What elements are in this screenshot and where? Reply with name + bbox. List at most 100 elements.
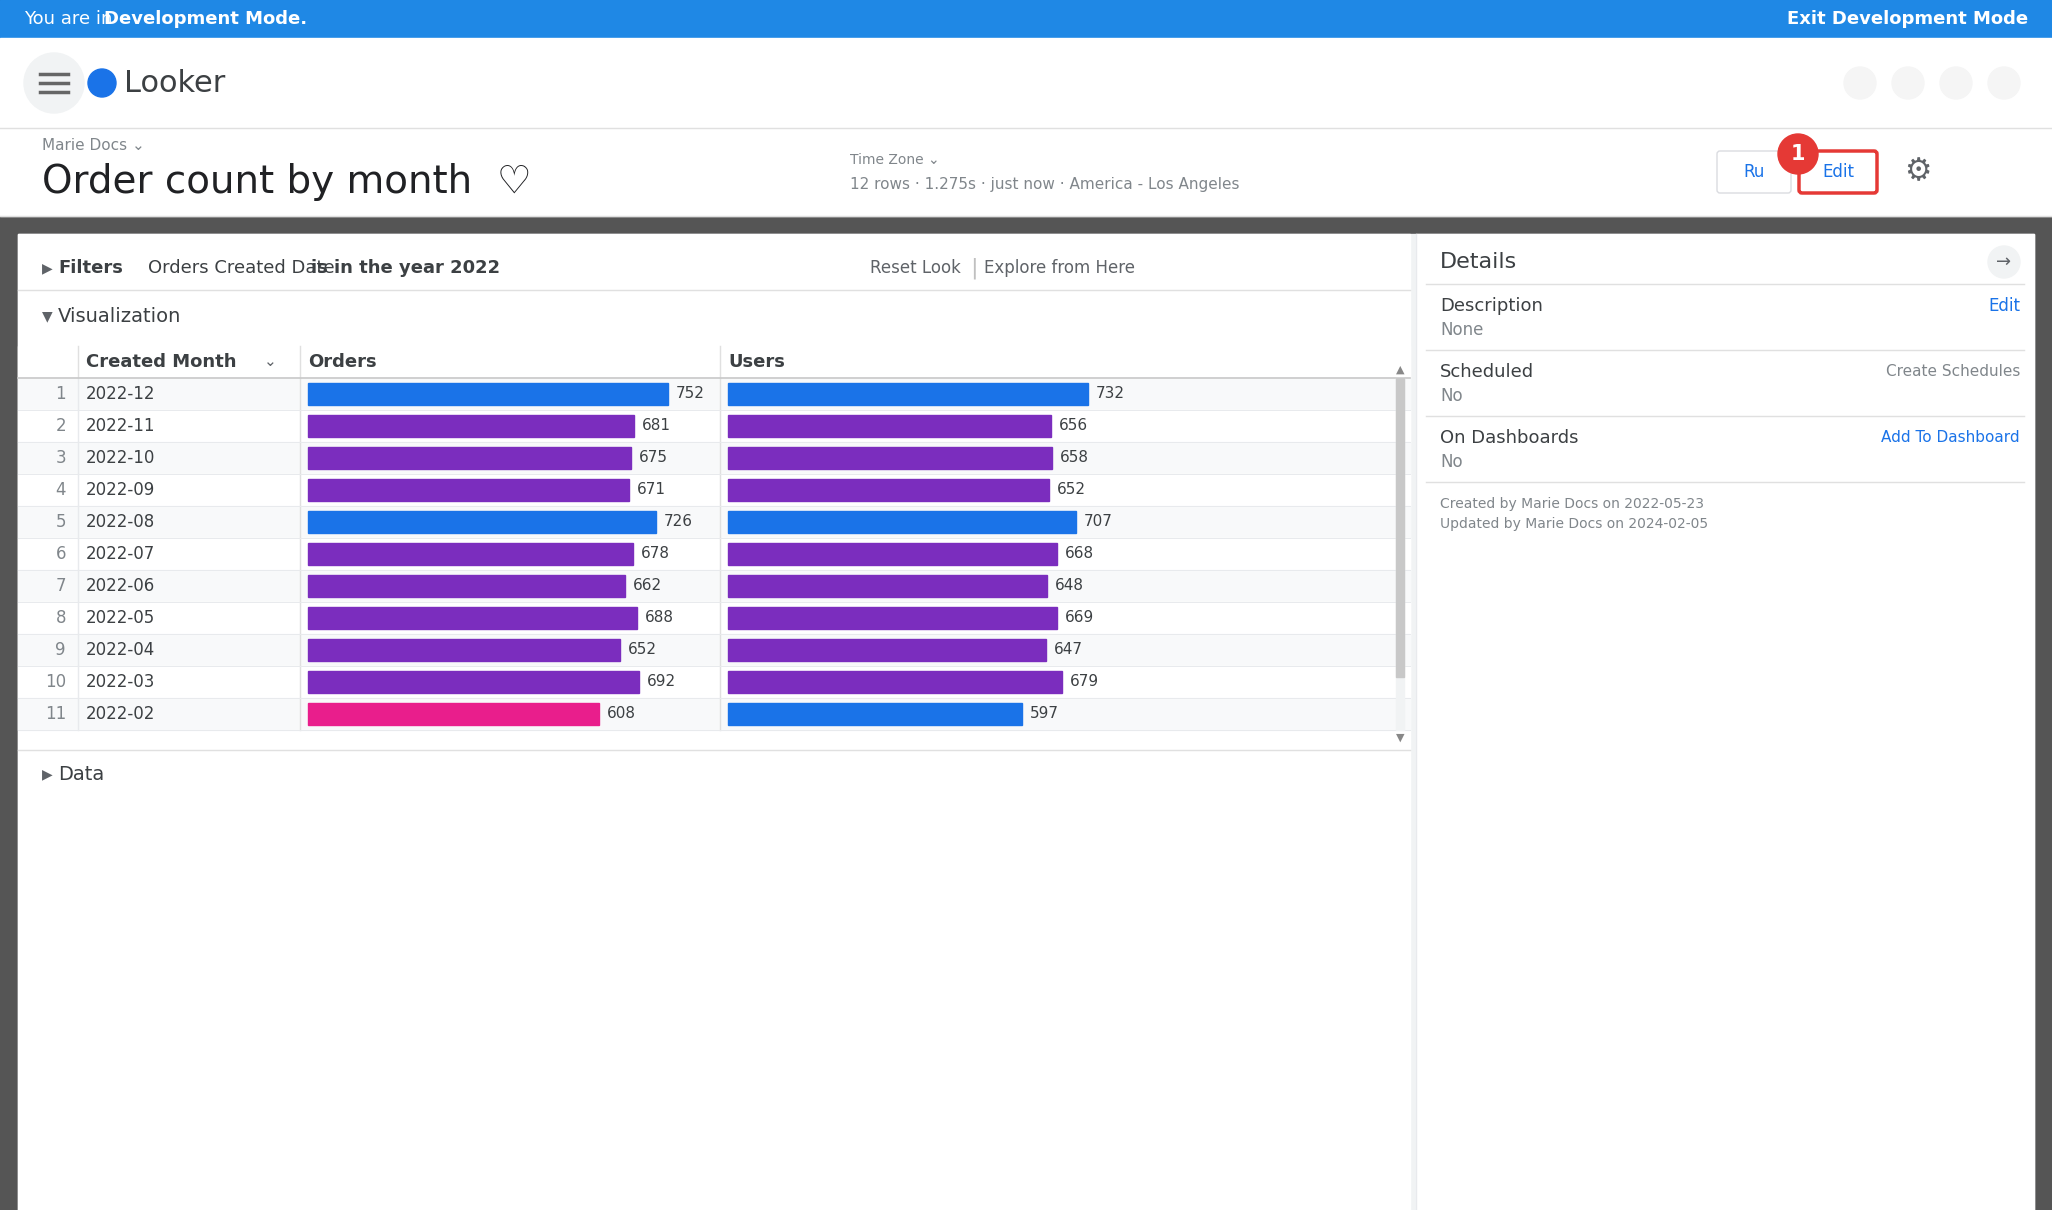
Bar [18,570,1410,603]
Bar [728,575,1047,597]
Text: 648: 648 [1055,578,1083,593]
Text: 681: 681 [642,419,671,433]
Circle shape [1892,67,1925,99]
Text: Filters: Filters [57,259,123,277]
Text: 2022-09: 2022-09 [86,482,156,499]
Text: ▲: ▲ [1395,365,1404,375]
Bar [728,479,1049,501]
Text: ▶: ▶ [41,261,53,275]
Text: ▼: ▼ [41,309,53,323]
Text: is in the year 2022: is in the year 2022 [312,259,501,277]
Bar [0,38,2052,128]
Text: Users: Users [728,353,784,371]
Text: 668: 668 [1065,547,1094,561]
Bar [18,666,1410,698]
Text: On Dashboards: On Dashboards [1441,430,1578,446]
Text: →: → [1997,253,2011,271]
Text: Created Month: Created Month [86,353,236,371]
Text: 692: 692 [646,674,677,690]
Text: 669: 669 [1065,611,1094,626]
Text: 671: 671 [638,483,667,497]
Text: ▼: ▼ [1395,733,1404,743]
Bar [308,511,655,532]
Bar [18,538,1410,570]
Text: 679: 679 [1069,674,1100,690]
Bar [308,672,640,693]
Text: 2022-12: 2022-12 [86,385,156,403]
Text: |: | [971,258,977,278]
Bar [18,506,1410,538]
Text: Create Schedules: Create Schedules [1886,364,2019,380]
Text: 2022-03: 2022-03 [86,673,156,691]
Text: 8: 8 [55,609,66,627]
FancyBboxPatch shape [1718,151,1791,194]
Text: Exit Development Mode: Exit Development Mode [1787,10,2027,28]
Text: 707: 707 [1083,514,1112,530]
Text: 1: 1 [1791,144,1806,165]
Bar [1416,234,2034,1210]
Text: 608: 608 [607,707,636,721]
Text: Edit: Edit [1822,163,1855,182]
Text: 2022-07: 2022-07 [86,544,156,563]
Text: 7: 7 [55,577,66,595]
Text: 6: 6 [55,544,66,563]
Text: 732: 732 [1096,386,1124,402]
Bar [18,442,1410,474]
Text: 9: 9 [55,641,66,659]
Circle shape [1845,67,1876,99]
Bar [1395,378,1404,730]
Text: ⌄: ⌄ [265,355,277,369]
Bar [728,415,1051,437]
Text: Order count by month  ♡: Order count by month ♡ [41,163,531,201]
Text: Reset Look: Reset Look [870,259,960,277]
Text: Created by Marie Docs on 2022-05-23: Created by Marie Docs on 2022-05-23 [1441,497,1703,511]
Text: None: None [1441,321,1484,339]
Text: Orders: Orders [308,353,378,371]
Text: Description: Description [1441,296,1543,315]
Bar [308,446,632,469]
Text: No: No [1441,387,1463,405]
Text: 2022-02: 2022-02 [86,705,156,724]
Text: 675: 675 [638,450,669,466]
Circle shape [25,53,84,113]
Text: You are in: You are in [25,10,119,28]
Text: 688: 688 [646,611,675,626]
Bar [728,384,1088,405]
Circle shape [1988,246,2019,278]
Bar [308,384,669,405]
Text: 12 rows · 1.275s · just now · America - Los Angeles: 12 rows · 1.275s · just now · America - … [850,177,1239,191]
FancyBboxPatch shape [1800,151,1878,194]
Bar [308,607,638,629]
Text: 662: 662 [632,578,663,593]
Text: Time Zone ⌄: Time Zone ⌄ [850,152,940,167]
Bar [728,672,1063,693]
Text: Explore from Here: Explore from Here [985,259,1135,277]
Text: Ru: Ru [1744,163,1765,182]
Text: 11: 11 [45,705,66,724]
Circle shape [88,69,117,97]
Text: Scheduled: Scheduled [1441,363,1535,381]
Bar [18,698,1410,730]
Bar [0,128,2052,217]
Text: 678: 678 [640,547,669,561]
Text: 652: 652 [1057,483,1086,497]
Bar [728,639,1047,661]
Text: 658: 658 [1059,450,1090,466]
Text: ⚙: ⚙ [1904,157,1931,186]
Text: Edit: Edit [1988,296,2019,315]
Text: 2022-11: 2022-11 [86,417,156,436]
Bar [728,543,1057,565]
Text: 647: 647 [1055,643,1083,657]
Text: 2022-08: 2022-08 [86,513,156,531]
Text: Orders Created Date: Orders Created Date [148,259,341,277]
Text: 2: 2 [55,417,66,436]
Circle shape [1777,134,1818,174]
Text: Data: Data [57,765,105,784]
Text: Marie Docs ⌄: Marie Docs ⌄ [41,138,146,154]
Text: 5: 5 [55,513,66,531]
Text: 752: 752 [675,386,706,402]
Text: 2022-05: 2022-05 [86,609,156,627]
Bar [308,415,634,437]
Bar [728,446,1051,469]
Text: Add To Dashboard: Add To Dashboard [1882,431,2019,445]
